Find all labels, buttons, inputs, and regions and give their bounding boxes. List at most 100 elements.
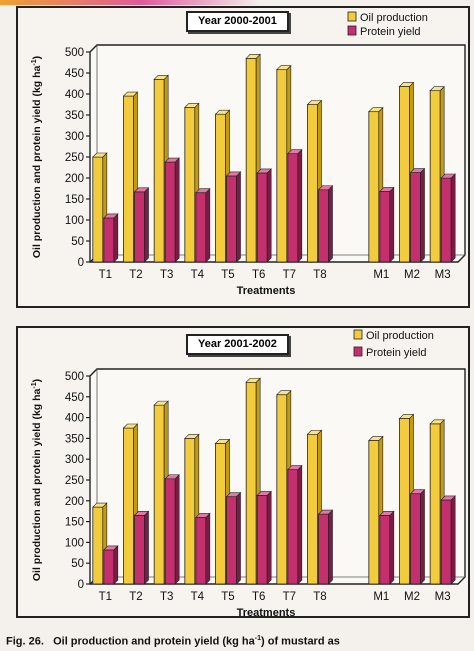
bar-protein-yield-T3 — [164, 157, 180, 263]
bar-side — [450, 173, 456, 263]
x-tick-label: T5 — [221, 269, 234, 281]
y-tick-label: 350 — [65, 110, 84, 122]
bar-side — [450, 495, 456, 585]
bar-front — [440, 499, 452, 585]
bar-front — [123, 427, 134, 585]
y-tick-label: 250 — [65, 475, 84, 487]
bar-top — [245, 377, 261, 383]
bar-front — [410, 493, 421, 585]
bar-side — [389, 510, 395, 585]
bar-front — [440, 177, 452, 263]
bar-top — [429, 86, 445, 91]
bar-protein-yield-M1 — [379, 510, 395, 585]
legend-swatch-oil-production — [353, 329, 363, 340]
x-tick-label: T3 — [160, 591, 173, 603]
bar-protein-yield-T2 — [133, 187, 150, 263]
legend-label-protein-yield: Protein yield — [366, 347, 427, 359]
y-tick-label: 0 — [78, 257, 84, 269]
bar-front — [379, 191, 391, 263]
bar-front — [245, 381, 257, 585]
bar-front — [134, 191, 145, 263]
bar-protein-yield-M1 — [379, 186, 395, 263]
bar-top — [409, 489, 426, 495]
bar-front — [134, 514, 145, 585]
bar-top — [276, 390, 292, 396]
x-tick-label: M1 — [373, 591, 389, 603]
bar-side — [328, 509, 333, 585]
bar-protein-yield-T3 — [164, 474, 180, 585]
x-tick-label: M1 — [373, 269, 389, 281]
bar-protein-yield-T2 — [133, 510, 150, 585]
bar-front — [164, 478, 176, 585]
bar-side — [297, 464, 303, 585]
bar-side — [420, 489, 425, 585]
bar-top — [368, 436, 384, 441]
bar-top — [195, 513, 211, 518]
bar-top — [225, 171, 242, 177]
bar-top — [287, 465, 303, 470]
bar-front — [184, 438, 196, 585]
bar-front — [399, 418, 410, 585]
bar-protein-yield-T7 — [287, 464, 303, 585]
y-tick-label: 450 — [65, 392, 84, 404]
y-axis-label: Oil production and protein yield (kg ha-… — [31, 379, 43, 581]
bar-front — [287, 153, 299, 263]
bar-side — [236, 491, 241, 585]
y-tick-label: 200 — [65, 496, 84, 508]
x-tick-label: T2 — [129, 269, 142, 281]
bar-top — [306, 429, 323, 435]
bar-front — [153, 404, 165, 585]
bar-protein-yield-T1 — [103, 545, 119, 585]
legend-label-oil-production: Oil production — [366, 330, 434, 342]
y-tick-label: 300 — [65, 454, 84, 466]
bar-side — [328, 185, 333, 263]
bar-front — [215, 442, 226, 585]
y-tick-label: 400 — [65, 413, 84, 425]
bar-front — [429, 423, 441, 585]
bar-front — [307, 433, 318, 585]
x-tick-label: T4 — [191, 269, 205, 281]
bar-top — [164, 474, 180, 480]
bar-side — [205, 187, 211, 263]
top-decoration-strip — [0, 0, 474, 5]
bar-protein-yield-T4 — [195, 512, 211, 585]
bar-side — [144, 510, 149, 585]
bar-top — [245, 53, 261, 59]
bar-front — [318, 189, 329, 263]
x-tick-label: T8 — [313, 269, 326, 281]
caption-text: Oil production and protein yield (kg ha — [53, 635, 255, 648]
x-axis-label: Treatments — [237, 607, 296, 616]
bar-side — [144, 187, 149, 263]
legend-swatch-protein-yield — [347, 25, 357, 36]
bar-top — [256, 168, 272, 174]
x-tick-label: T1 — [99, 269, 112, 281]
bar-front — [307, 104, 318, 263]
bar-front — [215, 113, 226, 263]
y-tick-label: 500 — [65, 47, 84, 59]
bar-side — [113, 213, 119, 263]
x-tick-label: T4 — [191, 591, 205, 603]
bar-front — [184, 107, 196, 263]
bar-top — [225, 492, 242, 497]
bar-oil-production-T4 — [184, 433, 200, 585]
bar-front — [195, 517, 207, 585]
bar-front — [368, 111, 380, 263]
figure-caption: Fig. 26. Oil production and protein yiel… — [6, 635, 340, 648]
bar-front — [399, 86, 410, 263]
bar-top — [398, 414, 415, 419]
y-tick-label: 150 — [65, 517, 84, 529]
bar-protein-yield-T8 — [317, 509, 334, 585]
caption-text-end: ) of mustard as — [261, 635, 340, 648]
x-tick-label: T7 — [283, 269, 296, 281]
bar-front — [379, 514, 391, 585]
bar-front — [226, 496, 237, 585]
bar-top — [214, 439, 231, 444]
bar-front — [276, 69, 288, 263]
x-tick-label: T7 — [283, 591, 296, 603]
x-tick-label: M2 — [404, 591, 420, 603]
bar-protein-yield-T6 — [256, 490, 272, 585]
bar-top — [368, 107, 384, 112]
bar-front — [226, 175, 237, 263]
bar-protein-yield-M2 — [409, 167, 426, 263]
bar-front — [429, 90, 441, 263]
